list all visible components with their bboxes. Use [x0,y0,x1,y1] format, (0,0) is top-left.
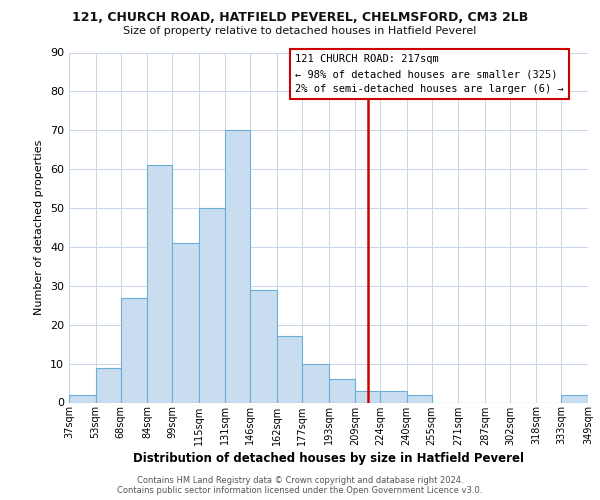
Bar [172,243,199,402]
Bar [250,290,277,403]
Bar [355,391,380,402]
Bar [121,298,147,403]
Bar [277,336,302,402]
X-axis label: Distribution of detached houses by size in Hatfield Peverel: Distribution of detached houses by size … [133,452,524,464]
Bar [147,166,172,402]
Bar [329,379,355,402]
Text: 121, CHURCH ROAD, HATFIELD PEVEREL, CHELMSFORD, CM3 2LB: 121, CHURCH ROAD, HATFIELD PEVEREL, CHEL… [72,11,528,24]
Bar [380,391,407,402]
Bar [199,208,226,402]
Bar [95,368,121,402]
Y-axis label: Number of detached properties: Number of detached properties [34,140,44,315]
Text: Contains public sector information licensed under the Open Government Licence v3: Contains public sector information licen… [118,486,482,495]
Bar [302,364,329,403]
Bar [407,394,431,402]
Bar [226,130,250,402]
Text: Contains HM Land Registry data © Crown copyright and database right 2024.: Contains HM Land Registry data © Crown c… [137,476,463,485]
Bar [562,394,588,402]
Bar [69,394,95,402]
Text: Size of property relative to detached houses in Hatfield Peverel: Size of property relative to detached ho… [124,26,476,36]
Text: 121 CHURCH ROAD: 217sqm
← 98% of detached houses are smaller (325)
2% of semi-de: 121 CHURCH ROAD: 217sqm ← 98% of detache… [295,54,563,94]
